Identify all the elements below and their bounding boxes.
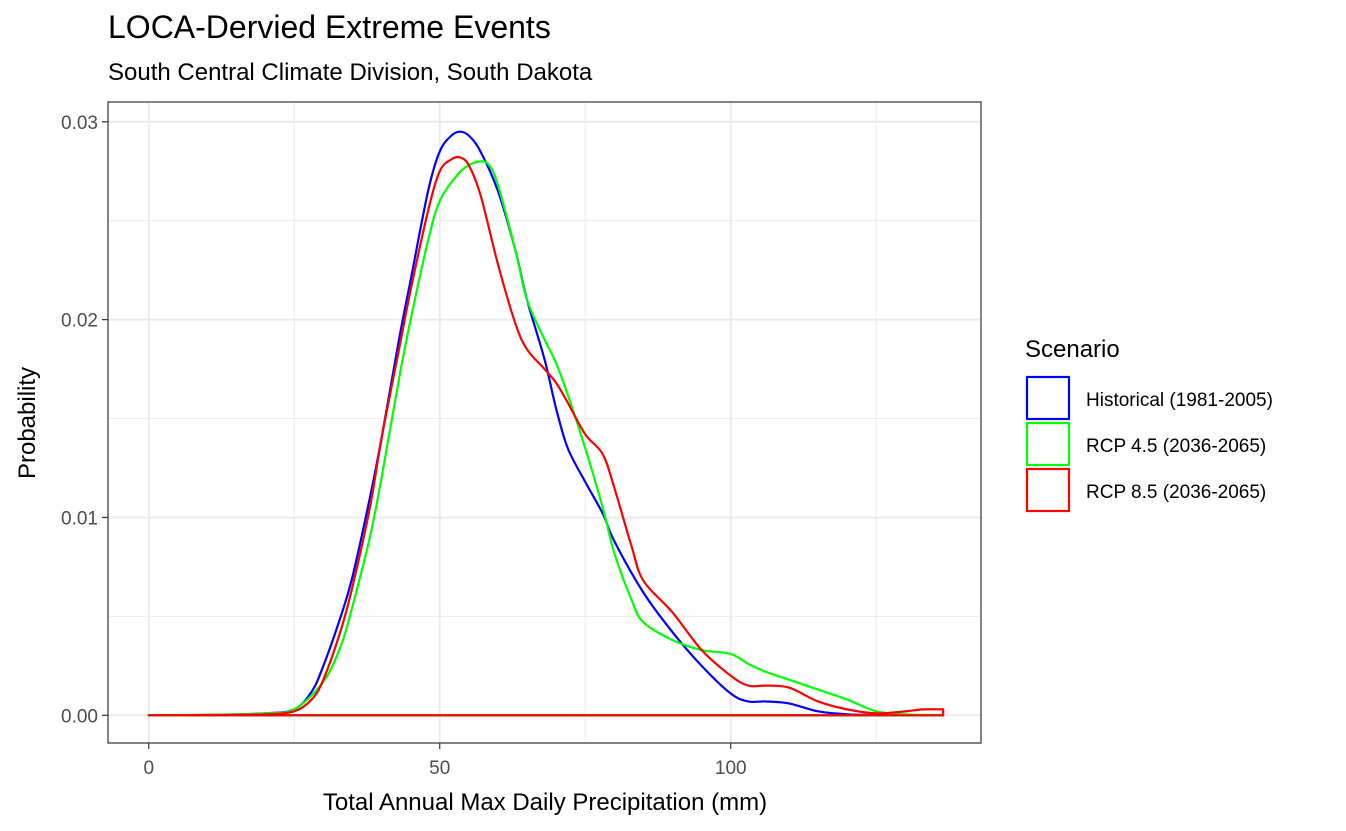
legend-label-1: Historical (1981-2005) <box>1086 390 1273 411</box>
y-axis-title: Probability <box>14 367 41 479</box>
y-tick-label: 0.03 <box>61 113 98 134</box>
legend-label-3: RCP 8.5 (2036-2065) <box>1086 482 1266 503</box>
legend-title: Scenario <box>1025 336 1120 363</box>
series-line-3 <box>147 155 945 717</box>
legend-key-3 <box>1025 467 1071 513</box>
legend-key-1 <box>1025 375 1071 421</box>
legend: Scenario Historical (1981-2005) RCP 4.5 (… <box>1025 336 1273 513</box>
x-axis: 0 50 100 <box>143 743 747 779</box>
grid-minor <box>108 102 981 743</box>
chart-subtitle: South Central Climate Division, South Da… <box>108 59 593 86</box>
panel-border <box>107 101 982 744</box>
x-axis-title: Total Annual Max Daily Precipitation (mm… <box>323 789 767 816</box>
y-tick-label: 0.00 <box>61 706 98 727</box>
series-line-2 <box>147 160 945 717</box>
series-layer <box>147 130 945 717</box>
chart-title: LOCA-Dervied Extreme Events <box>108 9 551 45</box>
y-axis: 0.00 0.01 0.02 0.03 <box>61 113 108 727</box>
legend-items: Historical (1981-2005) RCP 4.5 (2036-2065… <box>1025 375 1273 513</box>
panel-background <box>108 102 981 743</box>
y-tick-label: 0.01 <box>61 508 98 529</box>
legend-label-2: RCP 4.5 (2036-2065) <box>1086 436 1266 457</box>
legend-key-2 <box>1025 421 1071 467</box>
plot-panel <box>107 101 982 744</box>
x-tick-label: 0 <box>143 758 154 779</box>
y-tick-label: 0.02 <box>61 311 98 332</box>
x-tick-label: 50 <box>429 758 450 779</box>
x-tick-label: 100 <box>715 758 747 779</box>
